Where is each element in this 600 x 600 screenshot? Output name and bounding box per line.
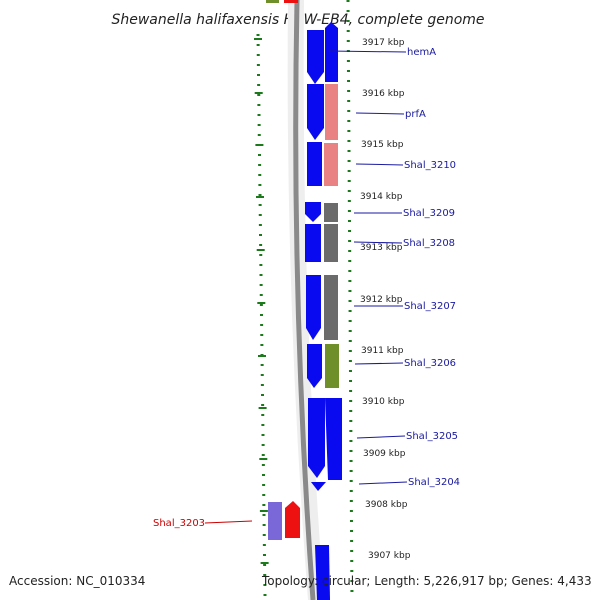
leader-3210 xyxy=(355,163,404,166)
gene-label-3207: Shal_3207 xyxy=(404,301,456,312)
gene-label-3210: Shal_3210 xyxy=(404,160,456,171)
kbp-label: 3916 kbp xyxy=(362,89,405,99)
leader-3203 xyxy=(204,520,253,524)
gene-label-3204: Shal_3204 xyxy=(408,477,460,488)
major-tick xyxy=(256,196,264,198)
accession-text: Accession: NC_010334 xyxy=(9,574,146,588)
gene-3209-reverse xyxy=(324,203,338,222)
inner-tick-ring xyxy=(346,0,354,600)
gene-3206-strand xyxy=(307,344,322,388)
gene-label-3208: Shal_3208 xyxy=(403,238,455,249)
gene-small-strand xyxy=(311,482,326,491)
gene-3207-strand xyxy=(306,275,321,340)
gene-3204-strand xyxy=(325,398,342,480)
major-tick xyxy=(258,355,266,357)
major-tick xyxy=(255,144,264,146)
gene-3207-reverse xyxy=(324,275,338,340)
gene-label-hemA: hemA xyxy=(407,47,436,58)
gene-3206-reverse xyxy=(325,344,339,388)
major-ticks xyxy=(254,38,269,564)
leader-3206 xyxy=(354,362,404,365)
gene-top-red xyxy=(284,0,298,3)
outer-tick-ring xyxy=(256,33,267,597)
gene-3210-reverse xyxy=(324,143,338,186)
gene-label-3203: Shal_3203 xyxy=(153,518,205,529)
gene-3203-red xyxy=(285,501,300,538)
gene-hemA-strand xyxy=(307,30,324,84)
gene-3208-reverse xyxy=(324,224,338,262)
leader-3205 xyxy=(356,435,406,439)
kbp-label: 3913 kbp xyxy=(360,243,403,253)
gene-3210-strand xyxy=(307,142,322,186)
gene-label-3205: Shal_3205 xyxy=(406,431,458,442)
major-tick xyxy=(254,38,262,40)
leader-3204 xyxy=(358,481,408,485)
gene-label-3209: Shal_3209 xyxy=(403,208,455,219)
leader-3208 xyxy=(353,241,403,244)
gene-3203-purple xyxy=(268,502,282,540)
gene-prfA-reverse xyxy=(325,84,338,140)
leader-hemA xyxy=(328,50,407,53)
kbp-label: 3912 kbp xyxy=(360,295,403,305)
gene-label-3206: Shal_3206 xyxy=(404,358,456,369)
gene-3208-strand xyxy=(305,224,321,262)
major-tick xyxy=(259,510,268,512)
major-tick xyxy=(260,562,269,564)
gene-3209-strand xyxy=(305,202,321,222)
major-tick xyxy=(254,92,263,94)
major-tick xyxy=(259,458,268,460)
kbp-label: 3915 kbp xyxy=(361,140,404,150)
gene-bottom-strand xyxy=(315,545,330,600)
gene-top-olive xyxy=(266,0,279,3)
gene-prfA-strand xyxy=(307,84,324,140)
gene-label-prfA: prfA xyxy=(405,109,426,120)
kbp-label: 3911 kbp xyxy=(361,346,404,356)
major-tick xyxy=(257,302,266,304)
gene-hemA-reverse xyxy=(325,22,338,82)
kbp-label: 3910 kbp xyxy=(362,397,405,407)
backbone-arc xyxy=(293,0,316,600)
kbp-label: 3909 kbp xyxy=(363,449,406,459)
kbp-label: 3907 kbp xyxy=(368,551,411,561)
leader-prfA xyxy=(355,112,405,115)
kbp-label: 3917 kbp xyxy=(362,38,405,48)
major-tick xyxy=(256,249,265,251)
topology-summary: Topology: circular; Length: 5,226,917 bp… xyxy=(262,574,592,588)
kbp-label: 3914 kbp xyxy=(360,192,403,202)
gene-3205-strand xyxy=(308,398,325,478)
kbp-label: 3908 kbp xyxy=(365,500,408,510)
major-tick xyxy=(258,407,267,409)
